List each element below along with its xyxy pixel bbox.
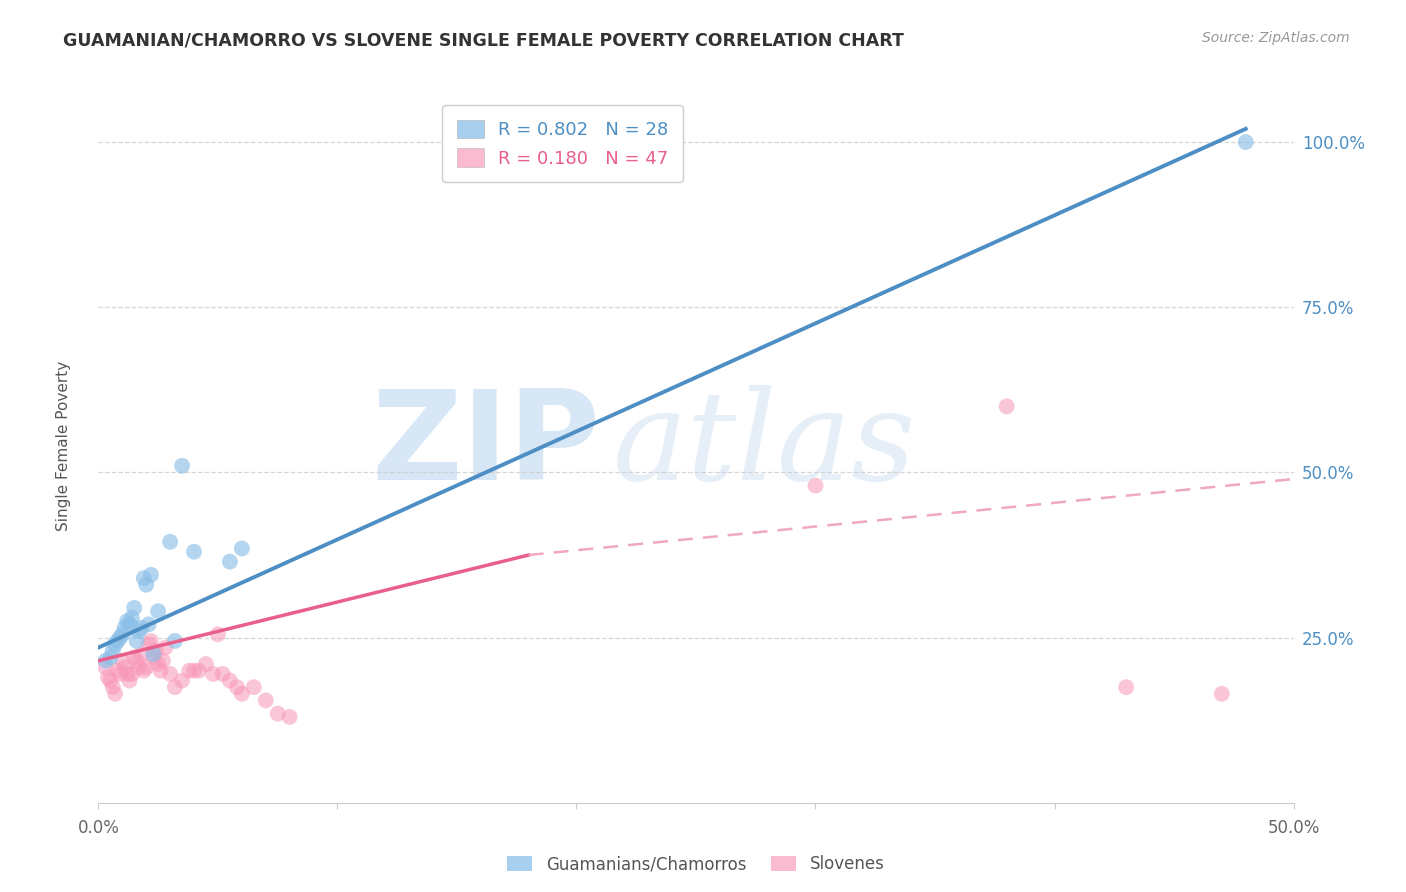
Point [267,706,290,721]
Point [124,600,146,615]
Point [172,458,194,473]
Point [125,654,148,668]
Point [172,673,194,688]
Point [97,670,120,684]
Point [104,687,127,701]
Point [101,680,124,694]
Point [243,680,266,694]
Point [183,545,205,559]
Point [98,650,122,665]
Point [131,647,153,661]
Point [118,617,141,632]
Point [804,478,827,492]
Point [231,687,253,701]
Point [179,664,201,678]
Point [138,617,160,632]
Point [202,667,225,681]
Point [1211,687,1233,701]
Point [148,604,170,618]
Point [128,660,150,674]
Point [211,667,233,681]
Point [163,680,186,694]
Point [142,647,165,661]
Point [195,657,218,671]
Point [142,650,165,665]
Point [111,627,134,641]
Point [139,634,162,648]
Point [155,640,177,655]
Point [115,667,138,681]
Point [226,680,249,694]
Point [94,660,117,674]
Point [128,624,150,638]
Point [98,673,122,688]
Point [254,693,277,707]
Point [115,614,138,628]
Point [219,555,242,569]
Point [1234,135,1257,149]
Point [231,541,253,556]
Point [135,660,157,674]
Point [108,631,131,645]
Point [121,611,143,625]
Point [101,644,124,658]
Point [107,634,129,648]
Point [114,660,136,674]
Text: atlas: atlas [613,385,915,507]
Point [1115,680,1137,694]
Point [125,634,148,648]
Point [152,654,174,668]
Point [114,621,136,635]
Point [183,664,205,678]
Point [124,650,146,665]
Point [278,710,301,724]
Point [108,667,131,681]
Point [149,664,172,678]
Point [139,567,162,582]
Point [132,664,155,678]
Text: Source: ZipAtlas.com: Source: ZipAtlas.com [1202,31,1350,45]
Point [163,634,186,648]
Y-axis label: Single Female Poverty: Single Female Poverty [56,361,70,531]
Point [104,637,127,651]
Point [148,657,170,671]
Point [107,664,129,678]
Point [145,644,167,658]
Point [159,534,181,549]
Point [94,654,117,668]
Point [187,664,209,678]
Point [207,627,229,641]
Point [132,571,155,585]
Point [135,578,157,592]
Point [995,400,1018,414]
Point [121,667,143,681]
Point [131,621,153,635]
Text: ZIP: ZIP [371,385,600,507]
Point [159,667,181,681]
Text: GUAMANIAN/CHAMORRO VS SLOVENE SINGLE FEMALE POVERTY CORRELATION CHART: GUAMANIAN/CHAMORRO VS SLOVENE SINGLE FEM… [63,31,904,49]
Point [219,673,242,688]
Point [111,654,134,668]
Point [138,637,160,651]
Point [118,673,141,688]
Legend: Guamanians/Chamorros, Slovenes: Guamanians/Chamorros, Slovenes [501,849,891,880]
